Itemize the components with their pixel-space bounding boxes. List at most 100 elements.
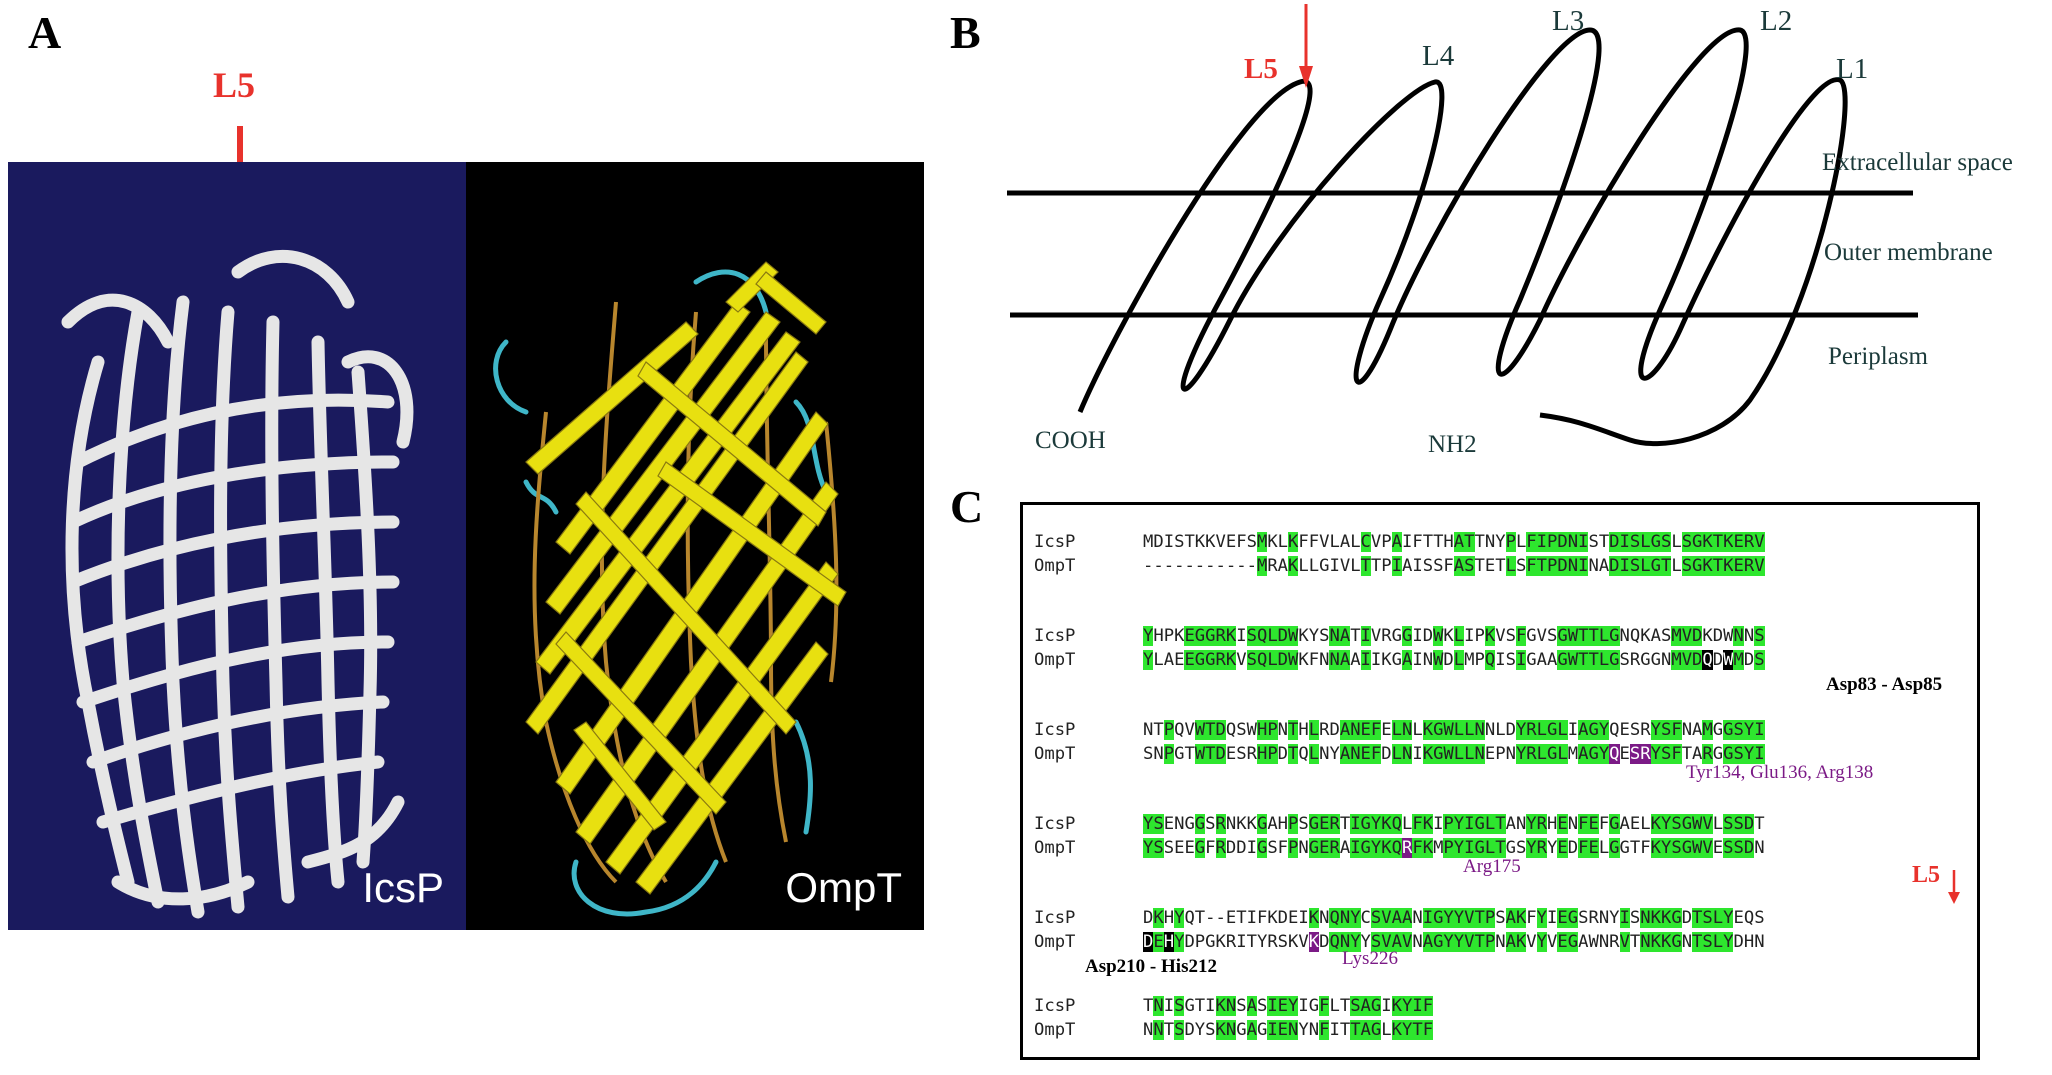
- residue: T: [1360, 556, 1371, 576]
- residue: D: [1712, 650, 1724, 670]
- residue: I: [1515, 650, 1527, 670]
- residue: N: [1515, 814, 1527, 834]
- residue: Y: [1536, 932, 1548, 952]
- residue: K: [1723, 556, 1734, 576]
- residue: V: [1464, 932, 1475, 952]
- residue: E: [1174, 650, 1185, 670]
- residue: G: [1205, 626, 1216, 646]
- residue: R: [1743, 532, 1755, 552]
- residue: F: [1319, 996, 1330, 1016]
- residue: Y: [1453, 838, 1465, 858]
- residue: E: [1184, 650, 1195, 670]
- residue: A: [1422, 932, 1434, 952]
- residue: -: [1143, 556, 1154, 576]
- residue: W: [1288, 650, 1299, 670]
- residue: S: [1629, 908, 1641, 928]
- seq-name-icsp: IcsP: [1034, 720, 1076, 740]
- residue: I: [1350, 838, 1361, 858]
- residue: Y: [1308, 626, 1320, 646]
- icsp-structure-image: IcsP: [8, 162, 466, 930]
- residue: Y: [1650, 720, 1661, 740]
- residue: Q: [1329, 932, 1340, 952]
- residue: G: [1526, 626, 1537, 646]
- residue: I: [1412, 650, 1423, 670]
- residue: G: [1474, 838, 1485, 858]
- residue: Q: [1609, 744, 1620, 764]
- residue: S: [1702, 908, 1713, 928]
- residue: V: [1370, 532, 1382, 552]
- residue: Y: [1401, 1020, 1413, 1040]
- residue: L: [1391, 744, 1402, 764]
- residue: F: [1443, 556, 1454, 576]
- residue: T: [1495, 814, 1506, 834]
- residue: E: [1360, 720, 1371, 740]
- panel-label-b: B: [950, 7, 981, 58]
- residue: N: [1567, 814, 1579, 834]
- residue: F: [1422, 1020, 1434, 1040]
- residue: S: [1267, 838, 1278, 858]
- residue: S: [1370, 932, 1382, 952]
- residue: K: [1422, 814, 1434, 834]
- icsp-label: IcsP: [362, 864, 444, 911]
- residue: K: [1422, 720, 1434, 740]
- residue: P: [1547, 532, 1558, 552]
- residue: K: [1660, 932, 1672, 952]
- residue: R: [1215, 814, 1226, 834]
- residue: S: [1629, 556, 1641, 576]
- alignment-row-ompt: DEHYDPGKRITYRSKVKDQNYYSVAVNAGYYVTPNAKVYV…: [1143, 930, 1765, 954]
- residue: N: [1319, 908, 1330, 928]
- residue: S: [1236, 996, 1247, 1016]
- residue: T: [1412, 1020, 1423, 1040]
- residue: N: [1143, 1020, 1154, 1040]
- residue: K: [1215, 1020, 1226, 1040]
- residue: S: [1298, 814, 1309, 834]
- residue: Q: [1702, 650, 1713, 670]
- residue: F: [1578, 838, 1589, 858]
- residue: G: [1194, 650, 1206, 670]
- residue: W: [1692, 838, 1703, 858]
- residue: I: [1329, 556, 1340, 576]
- residue: Y: [1194, 1020, 1206, 1040]
- residue: N: [1754, 932, 1765, 952]
- residue: Q: [1256, 650, 1268, 670]
- region-extracellular: Extracellular space: [1822, 149, 2013, 176]
- residue: G: [1650, 556, 1661, 576]
- residue: H: [1277, 814, 1289, 834]
- residue: A: [1360, 996, 1371, 1016]
- residue: R: [1215, 838, 1226, 858]
- residue: Y: [1723, 908, 1734, 928]
- residue: T: [1578, 626, 1589, 646]
- residue: E: [1184, 838, 1195, 858]
- residue: A: [1453, 532, 1465, 552]
- residue: I: [1619, 532, 1630, 552]
- residue: K: [1443, 626, 1454, 646]
- residue: S: [1153, 814, 1164, 834]
- residue: D: [1609, 532, 1620, 552]
- residue: N: [1619, 626, 1630, 646]
- residue: G: [1256, 814, 1268, 834]
- residue: K: [1174, 626, 1185, 646]
- residue: E: [1733, 908, 1744, 928]
- residue: F: [1370, 720, 1382, 740]
- residue: I: [1567, 720, 1579, 740]
- residue: R: [1526, 744, 1537, 764]
- residue: T: [1350, 1020, 1361, 1040]
- residue: F: [1412, 532, 1423, 552]
- residue: P: [1163, 744, 1175, 764]
- residue: I: [1433, 814, 1444, 834]
- residue: Y: [1360, 932, 1371, 952]
- residue: L: [1640, 556, 1651, 576]
- residue: D: [1277, 626, 1289, 646]
- residue: N: [1474, 720, 1485, 740]
- residue: K: [1153, 908, 1164, 928]
- residue: I: [1329, 1020, 1340, 1040]
- seq-name-ompt: OmpT: [1034, 932, 1076, 952]
- residue: N: [1660, 650, 1672, 670]
- panel-b-topology-diagram: L5 L4 L3 L2 L1 Extracellular space Outer…: [1007, 4, 2013, 458]
- residue: T: [1350, 626, 1361, 646]
- residue: A: [1350, 650, 1361, 670]
- residue: D: [1215, 744, 1226, 764]
- residue: -: [1174, 556, 1185, 576]
- residue: I: [1360, 626, 1371, 646]
- residue: K: [1298, 650, 1309, 670]
